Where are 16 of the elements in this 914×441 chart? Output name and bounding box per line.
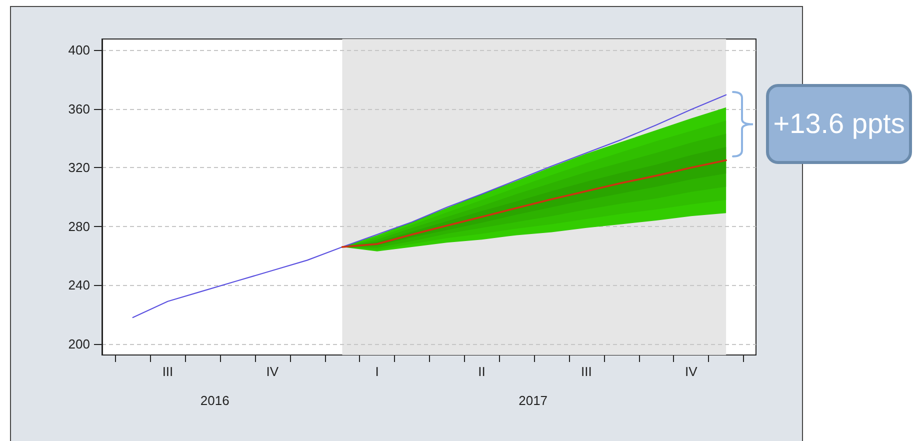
text: 2016: [200, 393, 230, 408]
y-tick-label: 240: [68, 278, 90, 293]
x-tick-label: I: [375, 364, 379, 379]
x-tick-label: III: [581, 364, 592, 379]
text: 2017: [518, 393, 548, 408]
x-tick-label: III: [162, 364, 174, 379]
y-tick-label: 400: [68, 42, 90, 58]
y-tick-label: 200: [68, 336, 90, 352]
text: +13.6 ppts: [766, 84, 912, 164]
x-tick-label: IV: [685, 364, 698, 379]
y-tick-label: 320: [68, 160, 90, 176]
x-tick-label: II: [478, 364, 486, 379]
line-series: [132, 94, 727, 318]
y-tick-label: 280: [68, 218, 90, 234]
y-tick-label: 360: [68, 101, 90, 116]
x-tick-label: IV: [266, 364, 279, 379]
